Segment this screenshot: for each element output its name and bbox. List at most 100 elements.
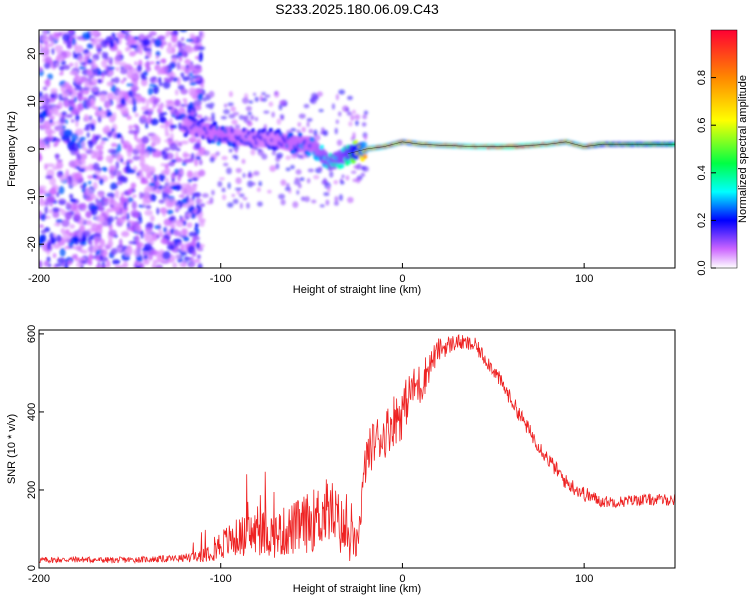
spectrogram-cell <box>101 59 108 68</box>
spectrogram-cell <box>235 187 242 191</box>
spectrogram-cell <box>188 231 197 237</box>
spectrogram-cell <box>193 64 202 70</box>
spectrogram-cell <box>162 250 171 260</box>
spectrogram-cell <box>191 177 199 181</box>
spectrogram-cell <box>156 265 161 268</box>
spectrogram-cell <box>147 87 153 96</box>
spectrogram-cell <box>306 117 313 122</box>
spectrogram-cell <box>191 238 196 247</box>
spectrogram-cell <box>169 142 178 151</box>
spectrogram-cell <box>253 170 260 176</box>
spectrogram-cell <box>104 52 109 60</box>
spectrogram-cell <box>217 181 223 188</box>
spectrogram-cell <box>68 175 72 185</box>
spectrogram-cell <box>215 151 220 156</box>
snr-panel: -200 -100 0 100 0 200 400 600 Height of straig… <box>6 325 676 595</box>
spectrogram-cell <box>66 137 71 144</box>
spectrogram-cell <box>107 71 114 76</box>
spectrogram-cell <box>68 30 74 35</box>
spectrogram-cell <box>188 63 195 72</box>
spectrogram-cell <box>83 115 91 123</box>
spectrogram-cell <box>43 62 51 69</box>
spectrogram-cell <box>161 66 165 75</box>
spectrogram-cell <box>108 229 117 237</box>
spectrogram-cell <box>106 65 110 74</box>
spectrogram-cell <box>89 38 95 42</box>
spectrogram-cell <box>66 201 70 209</box>
spectrogram-cell <box>98 178 104 185</box>
spectrogram-x-ticks: -200 -100 0 100 <box>28 263 593 285</box>
spectrogram-cell <box>161 151 169 160</box>
spectrogram-cell <box>50 88 58 93</box>
spectrogram-cell <box>297 154 304 159</box>
spectrogram-cell <box>279 114 285 119</box>
spectrogram-cell <box>74 158 80 166</box>
spectrogram-x-tick-label: -200 <box>28 273 50 285</box>
spectrogram-cell <box>78 217 86 225</box>
spectrogram-cell <box>138 149 146 155</box>
spectrogram-cell <box>152 237 158 242</box>
spectrogram-cell <box>181 261 187 268</box>
spectrogram-cell <box>350 136 356 142</box>
spectrogram-cell <box>132 155 141 161</box>
spectrogram-cell <box>45 56 53 64</box>
snr-x-axis-label: Height of straight line (km) <box>293 583 421 595</box>
spectrogram-cell <box>192 259 201 264</box>
spectrogram-cell <box>141 76 148 81</box>
spectrogram-cell <box>55 161 64 170</box>
spectrogram-cell <box>333 180 339 185</box>
spectrogram-cell <box>188 87 196 96</box>
spectrogram-cell <box>112 130 117 140</box>
spectrogram-cell <box>53 107 60 116</box>
spectrogram-cell <box>128 50 136 57</box>
spectrogram-cell <box>57 257 66 264</box>
spectrogram-cell <box>46 242 51 251</box>
snr-x-tick-label: -200 <box>28 573 50 585</box>
spectrogram-cell <box>327 185 331 193</box>
spectrogram-cell <box>339 180 345 185</box>
spectrogram-cell <box>144 55 149 59</box>
spectrogram-cell <box>99 256 109 262</box>
spectrogram-cell <box>93 38 102 44</box>
spectrogram-cell <box>94 170 101 175</box>
spectrogram-cell <box>290 152 298 159</box>
spectrogram-cell <box>127 187 133 195</box>
spectrogram-cell <box>73 214 81 223</box>
spectrogram-cell <box>74 86 83 91</box>
spectrogram-cell <box>42 102 50 109</box>
spectrogram-cell <box>179 218 185 222</box>
spectrogram-cell <box>129 44 139 49</box>
spectrogram-cell <box>286 183 290 187</box>
spectrogram-cell <box>333 201 339 206</box>
spectrogram-cell <box>79 249 84 253</box>
spectrogram-cell <box>44 127 53 136</box>
spectrogram-cell <box>119 207 123 216</box>
spectrogram-cell <box>114 265 124 268</box>
spectrogram-cell <box>49 118 53 124</box>
spectrogram-cell <box>101 51 106 60</box>
spectrogram-cell <box>114 189 120 199</box>
spectrogram-cell <box>140 72 147 79</box>
spectrogram-cell <box>290 164 295 170</box>
spectrogram-cell <box>329 171 334 178</box>
spectrogram-cell <box>43 136 52 143</box>
spectrogram-cell <box>187 257 191 261</box>
spectrogram-cell <box>179 30 188 33</box>
spectrogram-cell <box>49 103 53 110</box>
spectrogram-cell <box>189 256 194 262</box>
spectrogram-cell <box>52 252 57 259</box>
spectrogram-cell <box>180 72 185 78</box>
spectrogram-cell <box>173 248 179 252</box>
spectrogram-cell <box>115 170 122 176</box>
spectrogram-cell <box>194 226 198 232</box>
spectrogram-cell <box>59 175 67 182</box>
spectrogram-cell <box>279 99 286 105</box>
colorbar-tick-label: 0.4 <box>696 165 708 180</box>
spectrogram-cell <box>180 140 189 145</box>
spectrogram-cell <box>350 114 355 121</box>
snr-x-tick-label: 100 <box>575 573 593 585</box>
spectrogram-cell <box>82 182 87 188</box>
spectrogram-cell <box>209 156 215 163</box>
spectrogram-cell <box>90 234 95 241</box>
spectrogram-cell <box>79 184 84 189</box>
